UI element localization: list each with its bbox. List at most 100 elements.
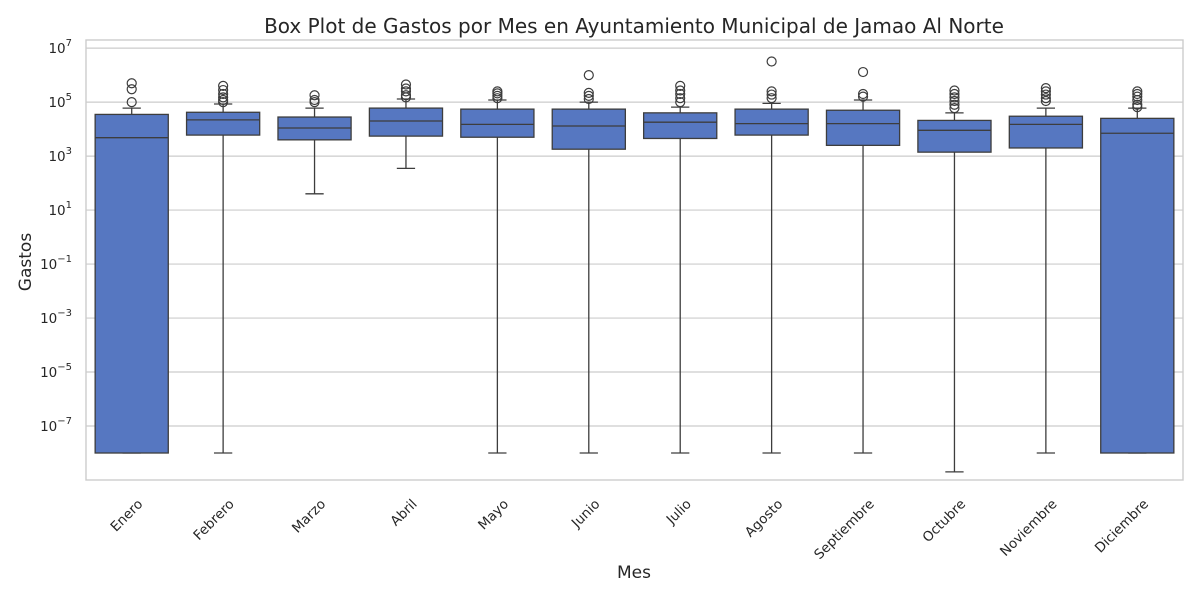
x-tick-label: Noviembre — [997, 496, 1060, 559]
y-tick-base: 10 — [48, 203, 65, 219]
x-tick-label: Agosto — [742, 496, 786, 540]
outlier-point — [1040, 89, 1051, 100]
box-group — [368, 79, 444, 170]
outlier-point — [857, 91, 869, 102]
outlier-point — [766, 56, 777, 67]
y-tick-label: 10−1 — [40, 254, 72, 273]
outlier-point — [857, 88, 869, 100]
outlier-point — [857, 66, 869, 78]
chart-title: Box Plot de Gastos por Mes en Ayuntamien… — [264, 14, 1004, 38]
outlier-point — [309, 94, 320, 106]
outlier-point — [583, 90, 594, 101]
y-tick-exponent: −5 — [57, 362, 72, 373]
x-tick-label: Enero — [107, 496, 146, 535]
outlier-point — [218, 84, 229, 96]
y-tick-label: 10−5 — [40, 362, 72, 381]
outlier-point — [949, 99, 960, 110]
outlier-point — [309, 90, 320, 101]
y-axis-label: Gastos — [16, 233, 36, 292]
outlier-point — [400, 90, 412, 101]
plot-frame — [85, 39, 1184, 481]
box-iqr — [185, 111, 261, 136]
outlier-point — [400, 83, 412, 94]
y-tick-exponent: −1 — [57, 254, 72, 265]
box-group — [1008, 83, 1084, 454]
box-iqr — [1100, 117, 1175, 454]
y-tick-label: 107 — [48, 38, 72, 57]
box-iqr — [642, 112, 718, 140]
box-iqr — [1008, 115, 1084, 149]
outlier-point — [492, 86, 503, 97]
x-tick-label: Septiembre — [811, 496, 878, 563]
box-group — [551, 70, 627, 454]
outlier-point — [675, 85, 686, 96]
outlier-point — [675, 80, 686, 91]
y-tick-label: 103 — [48, 146, 72, 165]
grid-lines — [86, 47, 1183, 427]
box-iqr — [917, 119, 992, 153]
box-group — [94, 78, 169, 454]
box-group — [642, 80, 718, 454]
box-group — [460, 86, 535, 454]
box-iqr — [94, 113, 169, 454]
outlier-point — [492, 90, 503, 101]
outlier-point — [1132, 102, 1143, 113]
box-iqr — [460, 108, 535, 138]
outlier-point — [126, 78, 137, 89]
box-iqr — [734, 108, 809, 136]
outlier-point — [675, 93, 686, 104]
box-group — [917, 85, 992, 473]
outlier-point — [949, 92, 960, 103]
x-tick-label: Junio — [568, 496, 603, 531]
outlier-point — [1040, 93, 1051, 104]
y-tick-exponent: 7 — [66, 38, 72, 49]
outlier-point — [1040, 86, 1051, 97]
y-tick-base: 10 — [48, 41, 65, 57]
box-iqr — [825, 109, 901, 147]
outlier-point — [949, 85, 960, 96]
outlier-point — [218, 94, 229, 106]
box-group — [277, 90, 352, 195]
outlier-point — [949, 95, 960, 107]
outlier-point — [1040, 95, 1051, 107]
y-tick-base: 10 — [40, 257, 57, 273]
outlier-point — [949, 102, 960, 114]
y-tick-base: 10 — [48, 95, 65, 111]
outlier-point — [766, 89, 777, 100]
outlier-point — [1132, 86, 1143, 97]
outlier-point — [126, 84, 137, 95]
outlier-point — [766, 93, 777, 104]
box-iqr — [368, 107, 444, 137]
y-tick-label: 105 — [48, 92, 72, 111]
x-tick-labels: Enero Febrero Marzo Abril Mayo Junio Julio Agos… — [107, 496, 1151, 563]
x-tick-label: Abril — [387, 496, 420, 529]
outlier-point — [675, 97, 686, 108]
outlier-point — [1132, 88, 1143, 100]
outlier-point — [400, 86, 412, 97]
y-tick-base: 10 — [40, 365, 57, 381]
y-tick-exponent: −7 — [57, 416, 72, 427]
outlier-point — [218, 80, 229, 91]
outlier-point — [583, 87, 594, 98]
x-tick-label: Febrero — [190, 496, 237, 543]
y-tick-label: 10−7 — [40, 416, 72, 435]
outlier-point — [218, 88, 229, 100]
outlier-point — [766, 86, 777, 97]
y-tick-exponent: −3 — [57, 308, 72, 319]
x-tick-label: Mayo — [475, 496, 512, 533]
x-tick-label: Julio — [663, 496, 695, 528]
outlier-point — [400, 79, 412, 90]
boxes-layer — [94, 56, 1175, 473]
y-tick-exponent: 5 — [66, 92, 72, 103]
y-tick-exponent: 1 — [66, 200, 72, 211]
outlier-point — [583, 93, 594, 105]
outlier-point — [218, 92, 229, 103]
outlier-point — [949, 88, 960, 100]
y-tick-label: 101 — [48, 200, 72, 219]
y-tick-exponent: 3 — [66, 146, 72, 157]
box-group — [1100, 86, 1175, 454]
y-tick-label: 10−3 — [40, 308, 72, 327]
outlier-point — [583, 70, 594, 81]
